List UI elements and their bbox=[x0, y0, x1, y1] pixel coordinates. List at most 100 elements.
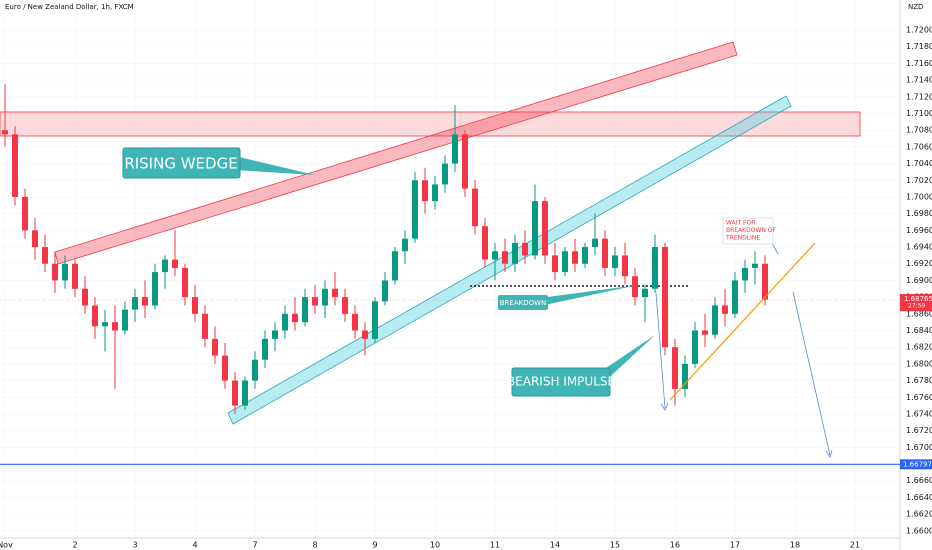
candle-body bbox=[262, 338, 268, 360]
candle-body bbox=[612, 255, 618, 268]
y-tick-label: 1.69600 bbox=[906, 226, 932, 235]
y-tick-label: 1.70200 bbox=[906, 176, 932, 185]
candle-body bbox=[72, 263, 78, 289]
candle-body bbox=[252, 359, 258, 381]
candle-body bbox=[212, 338, 218, 356]
y-tick-label: 1.67200 bbox=[906, 426, 932, 435]
callout-box bbox=[498, 295, 548, 310]
candle-body bbox=[132, 297, 138, 310]
candle-body bbox=[142, 297, 148, 306]
x-tick-label: 21 bbox=[850, 541, 860, 550]
candle-body bbox=[52, 263, 58, 281]
candle-body bbox=[422, 180, 428, 202]
resistance-zone bbox=[0, 111, 861, 137]
candle-body bbox=[682, 363, 688, 389]
candles bbox=[2, 84, 768, 414]
candle-body bbox=[392, 251, 398, 281]
wait-label: WAIT FOR bbox=[726, 220, 755, 227]
candle-body bbox=[452, 134, 458, 164]
candle-body bbox=[332, 288, 338, 298]
candle-body bbox=[502, 251, 508, 264]
arrow bbox=[655, 292, 666, 409]
candle-body bbox=[352, 313, 358, 331]
candle-body bbox=[32, 230, 38, 248]
candle-body bbox=[662, 247, 668, 348]
candle-body bbox=[382, 280, 388, 302]
impulse-label: BEARISH IMPULSE bbox=[507, 375, 615, 389]
candle-body bbox=[402, 238, 408, 252]
y-tick-label: 1.67400 bbox=[906, 409, 932, 418]
candle-body bbox=[12, 134, 18, 197]
y-tick-label: 1.69800 bbox=[906, 209, 932, 218]
wait-label: TRENDLINE bbox=[725, 235, 760, 242]
y-tick-label: 1.71800 bbox=[906, 42, 932, 51]
x-tick-label: 2 bbox=[72, 541, 77, 550]
axis-layer: 1.660001.662001.664001.666001.668001.670… bbox=[0, 26, 932, 550]
y-tick-label: 1.68200 bbox=[906, 343, 932, 352]
x-tick-label: 9 bbox=[372, 541, 377, 550]
level-label: 1.66797 bbox=[903, 460, 932, 468]
candle-body bbox=[702, 330, 708, 335]
y-tick-label: 1.71600 bbox=[906, 59, 932, 68]
candle-body bbox=[442, 163, 448, 185]
candle-body bbox=[622, 255, 628, 277]
candle-body bbox=[412, 180, 418, 239]
x-tick-label: 17 bbox=[730, 541, 740, 550]
candle-body bbox=[272, 330, 278, 339]
candle-body bbox=[232, 380, 238, 406]
wedge-label: RISING WEDGE bbox=[124, 155, 237, 173]
candle-body bbox=[152, 272, 158, 306]
y-tick-label: 1.66600 bbox=[906, 476, 932, 485]
breakdown-label: BREAKDOWN bbox=[500, 299, 547, 307]
candle-body bbox=[92, 305, 98, 327]
y-tick-label: 1.71000 bbox=[906, 109, 932, 118]
candle-body bbox=[312, 297, 318, 306]
candle-body bbox=[512, 242, 518, 264]
x-tick-label: 11 bbox=[490, 541, 500, 550]
y-tick-label: 1.69200 bbox=[906, 259, 932, 268]
y-tick-label: 1.67000 bbox=[906, 443, 932, 452]
y-tick-label: 1.70800 bbox=[906, 126, 932, 135]
wait-label: BREAKDOWN OF bbox=[726, 227, 777, 234]
x-tick-label: 3 bbox=[132, 541, 137, 550]
x-tick-label: 18 bbox=[790, 541, 800, 550]
y-tick-label: 1.66000 bbox=[906, 526, 932, 535]
candle-body bbox=[162, 259, 168, 273]
x-tick-label: 14 bbox=[550, 541, 560, 550]
candle-body bbox=[22, 196, 28, 231]
y-tick-label: 1.66400 bbox=[906, 493, 932, 502]
x-tick-label: 4 bbox=[192, 541, 197, 550]
candle-body bbox=[292, 313, 298, 323]
candle-body bbox=[752, 263, 758, 268]
candle-body bbox=[712, 305, 718, 335]
arrow-head bbox=[825, 449, 833, 458]
candle-body bbox=[482, 226, 488, 260]
x-tick-label: 8 bbox=[312, 541, 317, 550]
y-tick-label: 1.70600 bbox=[906, 142, 932, 151]
y-tick-label: 1.70000 bbox=[906, 192, 932, 201]
y-tick-label: 1.68400 bbox=[906, 326, 932, 335]
upper-wedge-line bbox=[54, 41, 738, 265]
x-tick-label: 10 bbox=[430, 541, 440, 550]
candle-body bbox=[762, 263, 768, 300]
y-tick-label: 1.68600 bbox=[906, 309, 932, 318]
candle-body bbox=[102, 322, 108, 327]
countdown-label: 27:59 bbox=[908, 303, 925, 310]
candle-body bbox=[692, 330, 698, 364]
x-tick-label: Nov bbox=[0, 541, 13, 550]
level-tag bbox=[900, 459, 932, 470]
candle-body bbox=[542, 201, 548, 256]
note-box bbox=[722, 217, 774, 245]
callout-pointer bbox=[600, 335, 655, 386]
candle-body bbox=[172, 259, 178, 268]
candle-body bbox=[62, 263, 68, 281]
callout-pointer bbox=[235, 156, 315, 175]
candle-body bbox=[302, 297, 308, 323]
price-tag bbox=[900, 294, 932, 312]
candle-body bbox=[372, 301, 378, 339]
candle-body bbox=[362, 330, 368, 339]
lower-wedge-line bbox=[227, 95, 792, 425]
y-tick-label: 1.66200 bbox=[906, 510, 932, 519]
y-tick-label: 1.70400 bbox=[906, 159, 932, 168]
callout-pointer bbox=[540, 285, 638, 306]
